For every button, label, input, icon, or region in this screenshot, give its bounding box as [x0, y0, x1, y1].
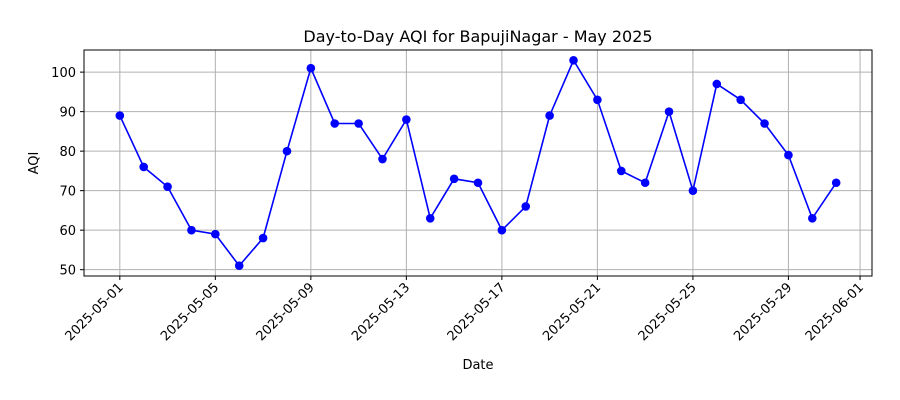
y-tick-label: 100 — [51, 66, 76, 81]
data-point — [211, 229, 220, 239]
data-point — [115, 111, 125, 120]
x-tick-label: 2025-05-09 — [254, 280, 318, 344]
data-point — [545, 111, 554, 120]
aqi-series-markers — [115, 55, 841, 271]
x-axis-label: Date — [462, 358, 493, 373]
y-axis-label: AQI — [27, 152, 42, 175]
x-axis-ticks: 2025-05-01 2025-05-05 2025-05-09 2025-05-13… — [63, 276, 867, 344]
data-point — [831, 178, 841, 188]
data-point — [306, 63, 316, 73]
data-point — [425, 214, 435, 223]
data-point — [521, 202, 531, 211]
data-point — [784, 150, 793, 160]
x-tick-label: 2025-05-21 — [540, 280, 604, 344]
data-point — [760, 119, 769, 128]
data-point — [664, 107, 674, 116]
data-point — [282, 146, 292, 156]
aqi-series-line — [119, 58, 837, 268]
y-tick-label: 90 — [59, 106, 76, 121]
data-point — [187, 225, 196, 235]
data-point — [163, 182, 172, 192]
x-tick-label: 2025-05-13 — [349, 280, 413, 344]
x-tick-label: 2025-05-01 — [63, 280, 127, 344]
data-point — [330, 119, 340, 128]
data-point — [402, 115, 411, 124]
data-point — [736, 95, 745, 105]
x-tick-label: 2025-05-25 — [636, 280, 700, 344]
x-tick-label: 2025-05-05 — [158, 280, 222, 344]
chart-title: Day-to-Day AQI for BapujiNagar - May 202… — [303, 27, 652, 46]
data-point — [378, 154, 387, 164]
grid-lines — [84, 50, 872, 276]
x-tick-label: 2025-05-29 — [731, 280, 795, 344]
y-tick-label: 60 — [59, 224, 76, 239]
data-point — [139, 162, 148, 172]
data-point — [473, 178, 483, 188]
data-point — [258, 233, 268, 243]
x-tick-label: 2025-06-01 — [803, 280, 867, 344]
data-point — [640, 178, 650, 188]
data-point — [616, 166, 626, 176]
data-point — [808, 214, 817, 223]
data-point — [497, 225, 507, 235]
x-tick-label: 2025-05-17 — [445, 280, 509, 344]
data-point — [688, 186, 698, 195]
y-tick-label: 70 — [59, 185, 76, 200]
data-point — [712, 79, 722, 89]
y-tick-label: 80 — [59, 145, 76, 160]
y-tick-label: 50 — [59, 264, 76, 279]
data-point — [593, 95, 602, 105]
plot-area-frame — [83, 49, 873, 277]
data-point — [569, 55, 578, 65]
data-point — [354, 119, 363, 128]
data-point — [234, 261, 244, 271]
y-axis-ticks: 50 60 70 80 90 100 — [51, 66, 84, 279]
data-point — [449, 174, 459, 184]
